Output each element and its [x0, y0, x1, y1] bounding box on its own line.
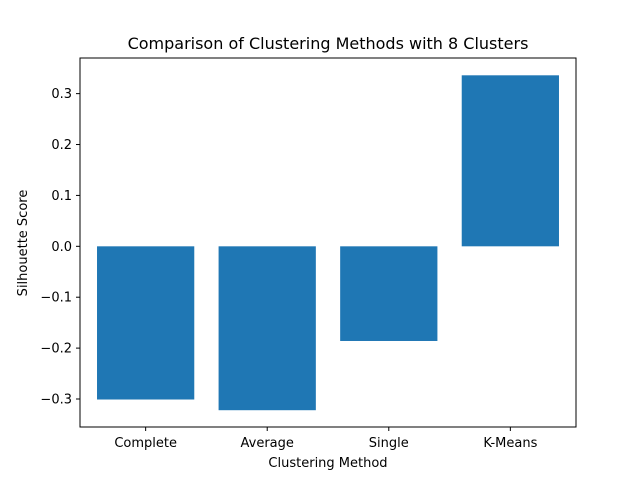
y-tick-label: −0.3 — [40, 393, 72, 408]
y-axis-label: Silhouette Score — [16, 190, 31, 297]
x-axis-label: Clustering Method — [268, 456, 387, 471]
y-tick-label: 0.0 — [51, 240, 72, 255]
chart-title: Comparison of Clustering Methods with 8 … — [128, 34, 529, 53]
x-tick-label: Complete — [114, 436, 177, 451]
x-tick-label: Average — [241, 436, 294, 451]
bar-average — [218, 246, 316, 411]
y-tick-label: 0.2 — [51, 138, 72, 153]
y-tick-label: 0.1 — [51, 189, 72, 204]
y-tick-label: −0.1 — [40, 291, 72, 306]
x-axis: Complete Average Single K-Means — [114, 427, 538, 451]
bars-group — [97, 75, 559, 411]
plot-frame — [79, 57, 577, 428]
x-tick-label: K-Means — [483, 436, 537, 451]
x-tick-label: Single — [369, 436, 409, 451]
bar-k-means — [461, 75, 559, 247]
y-tick-label: −0.2 — [40, 342, 72, 357]
bar-single — [340, 246, 438, 341]
y-tick-label: 0.3 — [51, 87, 72, 102]
bar-complete — [97, 246, 195, 400]
y-axis: −0.3 −0.2 −0.1 0.0 0.1 0.2 0.3 — [40, 87, 80, 408]
